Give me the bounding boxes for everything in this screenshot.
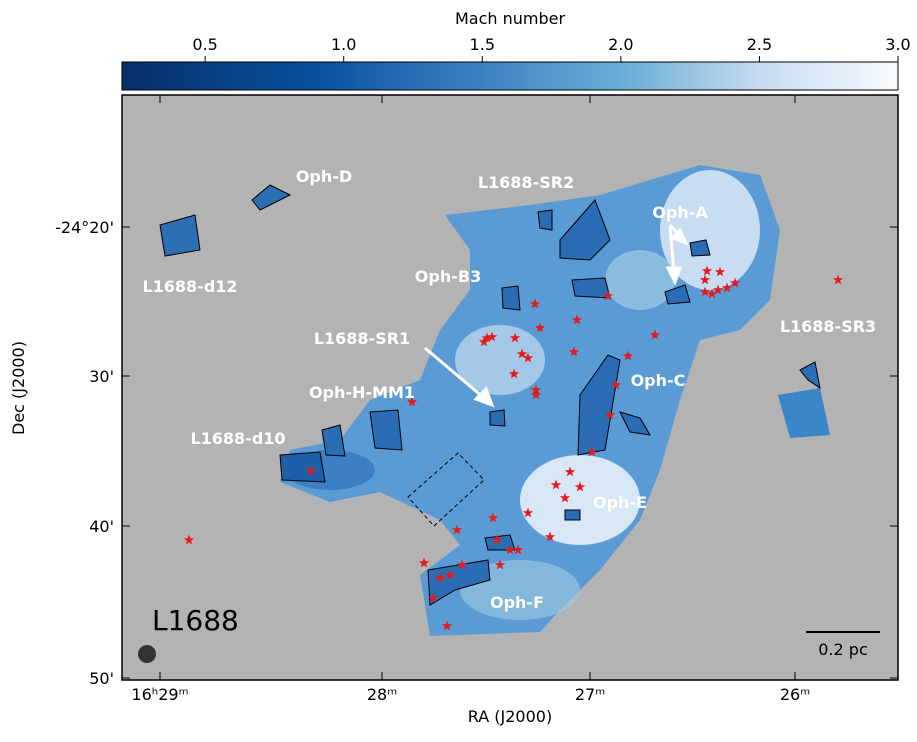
star [610,379,622,390]
star [418,557,430,568]
y-tick-label: 50' [89,669,114,688]
star [183,534,195,545]
star [486,331,498,342]
star [586,446,598,457]
colorbar-tick-label: 1.5 [470,35,495,54]
star [487,512,499,523]
star [516,348,528,359]
star [729,277,741,288]
y-tick-label: 30' [89,367,114,386]
star [574,481,586,492]
star [451,524,463,535]
region-label: Oph-F [490,593,544,612]
y-axis-label: Dec (J2000) [9,341,28,435]
x-tick-label: 16ʰ29ᵐ [131,685,188,704]
colorbar-tick-label: 2.5 [747,35,772,54]
star [530,384,542,395]
star [649,329,661,340]
star [571,314,583,325]
star [481,332,493,343]
star [456,559,468,570]
y-tick-label: -24°20' [55,218,114,237]
star [509,332,521,343]
region-label: Oph-H-MM1 [309,383,415,402]
star [508,368,520,379]
star [406,396,418,407]
star [712,284,724,295]
y-tick-label: 40' [89,517,114,536]
scale-label: 0.2 pc [818,640,867,659]
star [444,569,456,580]
star [522,507,534,518]
star [441,620,453,631]
star [699,286,711,297]
region-label: Oph-D [296,167,352,186]
star [305,465,317,476]
colorbar [121,61,899,91]
star [544,531,556,542]
region-label: L1688-d10 [190,429,285,448]
star [699,274,711,285]
star [622,350,634,361]
region-label: Oph-B3 [415,267,481,286]
region-label: Oph-A [652,203,708,222]
star [564,466,576,477]
star [714,266,726,277]
x-axis-label: RA (J2000) [468,707,552,726]
beam [138,645,156,663]
star [534,322,546,333]
star [721,282,733,293]
region-label: Oph-E [593,493,647,512]
star [494,559,506,570]
star [701,265,713,276]
colorbar-tick-label: 1.0 [331,35,356,54]
star [427,592,439,603]
star [478,336,490,347]
star [491,534,503,545]
star [559,492,571,503]
star [604,409,616,420]
star [522,352,534,363]
x-tick-label: 27ᵐ [575,685,605,704]
star [568,346,580,357]
x-tick-label: 28ᵐ [367,685,397,704]
star [512,544,524,555]
emission [159,165,844,636]
region-label: L1688-SR2 [478,173,574,192]
colorbar-tick-label: 0.5 [192,35,217,54]
colorbar-label: Mach number [455,9,566,28]
field-label: L1688 [152,604,239,637]
colorbar-tick-label: 2.0 [608,35,633,54]
region-label: L1688-SR1 [314,329,410,348]
colorbar-tick-label: 3.0 [885,35,910,54]
star [434,572,446,583]
x-tick-label: 26ᵐ [780,685,810,704]
region-label: L1688-d12 [142,277,237,296]
arrows [424,223,689,408]
star [602,290,614,301]
star [832,274,844,285]
star [530,389,542,400]
star [529,298,541,309]
region-label: L1688-SR3 [780,317,876,336]
star [504,544,516,555]
region-label: Oph-C [631,371,686,390]
star [706,288,718,299]
star [550,479,562,490]
frame [121,94,899,681]
